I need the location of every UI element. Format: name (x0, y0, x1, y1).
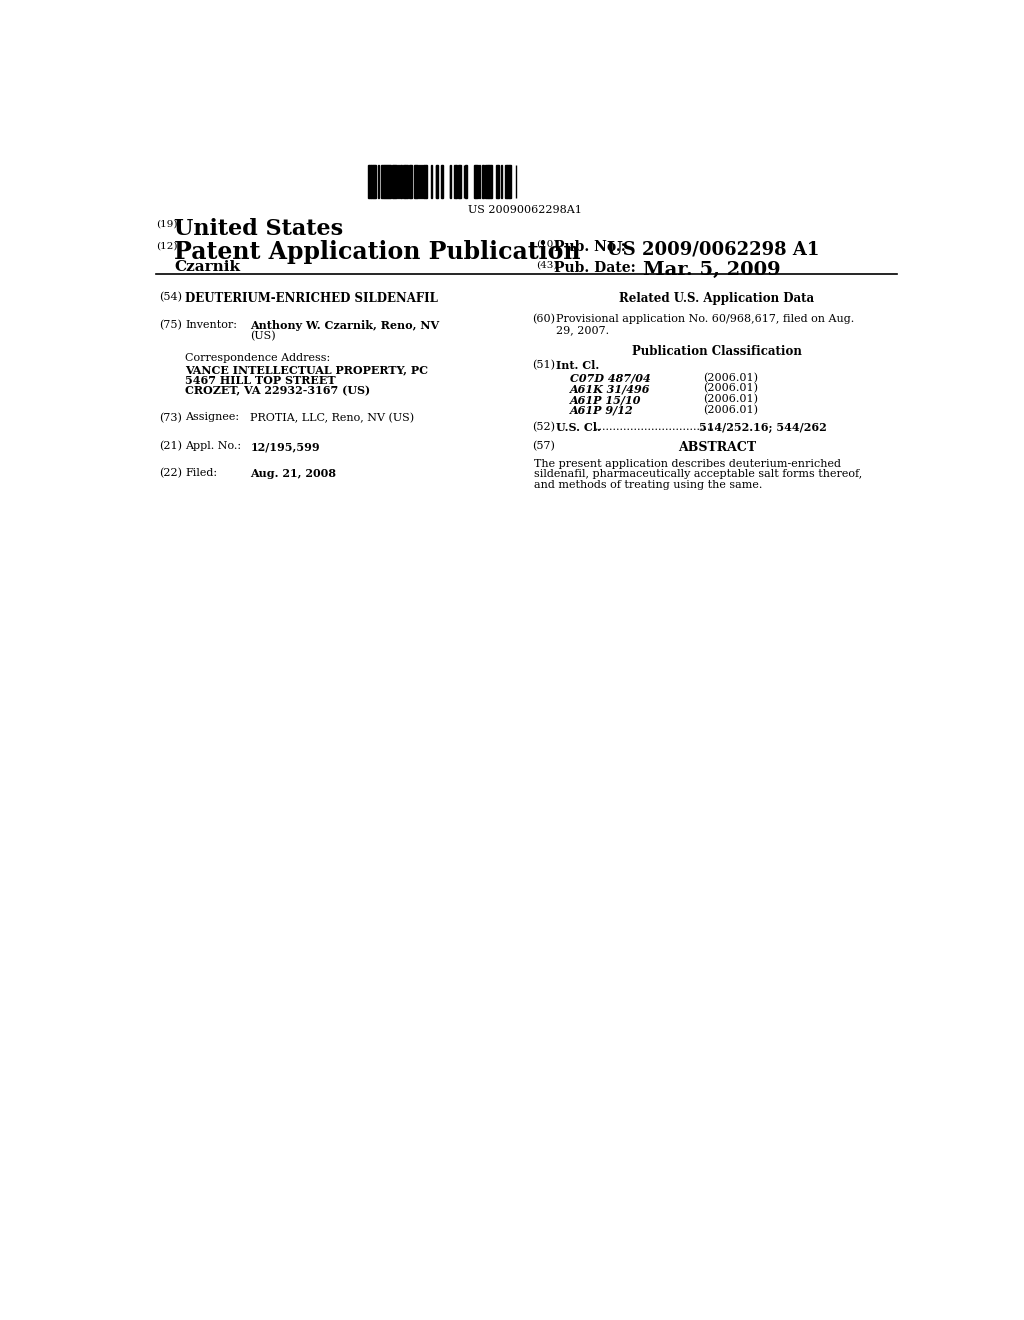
Text: Pub. Date:: Pub. Date: (554, 261, 636, 275)
Bar (489, 165, 490, 198)
Text: Int. Cl.: Int. Cl. (556, 360, 599, 371)
Bar (369, 165, 372, 198)
Text: Pub. No.:: Pub. No.: (554, 240, 626, 253)
Bar (403, 165, 406, 198)
Text: Patent Application Publication: Patent Application Publication (174, 240, 581, 264)
Text: PROTIA, LLC, Reno, NV (US): PROTIA, LLC, Reno, NV (US) (251, 412, 415, 422)
Text: and methods of treating using the same.: and methods of treating using the same. (535, 480, 763, 490)
Text: (57): (57) (532, 441, 555, 451)
Text: (22): (22) (159, 469, 182, 478)
Text: A61P 15/10: A61P 15/10 (569, 395, 641, 405)
Text: VANCE INTELLECTUAL PROPERTY, PC: VANCE INTELLECTUAL PROPERTY, PC (185, 364, 428, 375)
Text: (52): (52) (532, 422, 556, 432)
Bar (482, 165, 483, 198)
Bar (507, 165, 509, 198)
Text: Czarnik: Czarnik (174, 260, 241, 275)
Text: Aug. 21, 2008: Aug. 21, 2008 (251, 469, 337, 479)
Bar (400, 165, 401, 198)
Text: C07D 487/04: C07D 487/04 (569, 372, 650, 383)
Text: (21): (21) (159, 441, 182, 451)
Text: sildenafil, pharmaceutically acceptable salt forms thereof,: sildenafil, pharmaceutically acceptable … (535, 470, 862, 479)
Text: (51): (51) (532, 360, 556, 371)
Bar (496, 165, 498, 198)
Bar (466, 165, 467, 198)
Bar (372, 165, 373, 198)
Bar (384, 165, 385, 198)
Text: (10): (10) (537, 240, 558, 249)
Text: (2006.01): (2006.01) (703, 405, 758, 414)
Text: 12/195,599: 12/195,599 (251, 441, 321, 451)
Text: U.S. Cl.: U.S. Cl. (556, 422, 601, 433)
Text: United States: United States (174, 218, 344, 240)
Text: (19): (19) (156, 220, 177, 228)
Text: (US): (US) (251, 331, 276, 341)
Text: ...................................: ................................... (595, 422, 717, 432)
Text: 29, 2007.: 29, 2007. (556, 325, 609, 335)
Text: CROZET, VA 22932-3167 (US): CROZET, VA 22932-3167 (US) (185, 385, 371, 396)
Text: Correspondence Address:: Correspondence Address: (185, 354, 331, 363)
Text: US 20090062298A1: US 20090062298A1 (468, 205, 582, 215)
Bar (419, 165, 420, 198)
Text: (12): (12) (156, 242, 177, 251)
Bar (498, 165, 500, 198)
Text: A61P 9/12: A61P 9/12 (569, 405, 634, 416)
Bar (501, 165, 503, 198)
Text: Mar. 5, 2009: Mar. 5, 2009 (643, 261, 781, 279)
Text: A61K 31/496: A61K 31/496 (569, 383, 650, 395)
Text: (60): (60) (532, 314, 556, 325)
Text: (2006.01): (2006.01) (703, 383, 758, 393)
Text: US 2009/0062298 A1: US 2009/0062298 A1 (607, 240, 819, 257)
Text: 514/252.16; 544/262: 514/252.16; 544/262 (699, 422, 827, 433)
Text: ABSTRACT: ABSTRACT (678, 441, 756, 454)
Text: (75): (75) (159, 321, 182, 330)
Text: (2006.01): (2006.01) (703, 395, 758, 404)
Text: Provisional application No. 60/968,617, filed on Aug.: Provisional application No. 60/968,617, … (556, 314, 854, 323)
Bar (455, 165, 456, 198)
Text: Related U.S. Application Data: Related U.S. Application Data (620, 293, 814, 305)
Bar (423, 165, 426, 198)
Bar (406, 165, 408, 198)
Bar (381, 165, 384, 198)
Bar (416, 165, 418, 198)
Bar (474, 165, 475, 198)
Text: (54): (54) (159, 293, 182, 302)
Text: Filed:: Filed: (185, 469, 217, 478)
Bar (411, 165, 413, 198)
Text: 5467 HILL TOP STREET: 5467 HILL TOP STREET (185, 375, 336, 385)
Bar (485, 165, 487, 198)
Bar (426, 165, 427, 198)
Text: Inventor:: Inventor: (185, 321, 238, 330)
Text: Appl. No.:: Appl. No.: (185, 441, 242, 451)
Bar (378, 165, 379, 198)
Text: (2006.01): (2006.01) (703, 372, 758, 383)
Text: Publication Classification: Publication Classification (632, 345, 802, 358)
Text: Anthony W. Czarnik, Reno, NV: Anthony W. Czarnik, Reno, NV (251, 321, 439, 331)
Text: Assignee:: Assignee: (185, 412, 240, 422)
Text: (43): (43) (537, 261, 558, 269)
Bar (456, 165, 458, 198)
Bar (476, 165, 477, 198)
Text: DEUTERIUM-ENRICHED SILDENAFIL: DEUTERIUM-ENRICHED SILDENAFIL (185, 293, 438, 305)
Bar (460, 165, 461, 198)
Text: (73): (73) (159, 412, 182, 422)
Text: The present application describes deuterium-enriched: The present application describes deuter… (535, 459, 841, 469)
Bar (395, 165, 397, 198)
Bar (506, 165, 507, 198)
